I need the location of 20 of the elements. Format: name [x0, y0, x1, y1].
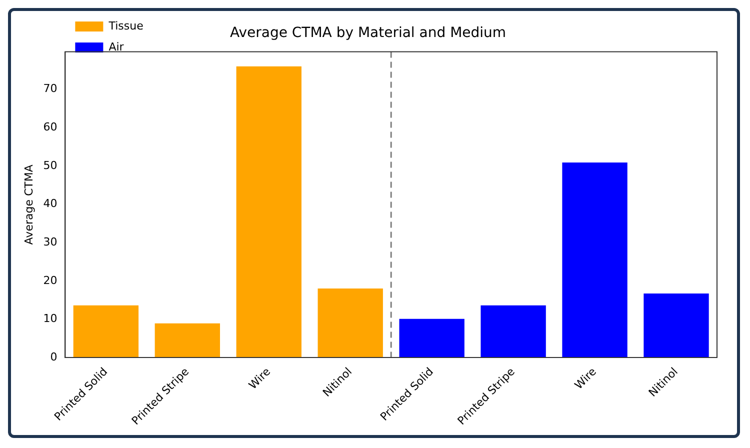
bar — [399, 318, 464, 358]
bar — [236, 66, 302, 358]
bar — [318, 288, 383, 358]
y-tick-label: 10 — [43, 312, 58, 326]
y-tick-label: 30 — [43, 235, 58, 248]
chart-title: Average CTMA by Material and Medium — [230, 25, 506, 42]
legend-label: Air — [108, 40, 124, 54]
bar — [644, 294, 709, 358]
bar — [73, 305, 139, 358]
y-tick-label: 40 — [43, 197, 58, 210]
y-tick-label: 70 — [43, 82, 58, 96]
y-tick-label: 50 — [43, 158, 58, 172]
y-tick-label: 60 — [43, 120, 58, 134]
y-tick-label: 0 — [50, 350, 58, 364]
y-axis-title: Average CTMA — [22, 164, 36, 245]
bar — [154, 323, 220, 358]
bar — [562, 162, 628, 358]
bar — [480, 305, 546, 358]
legend-label: Tissue — [108, 19, 144, 32]
y-tick-label: 20 — [43, 274, 58, 287]
